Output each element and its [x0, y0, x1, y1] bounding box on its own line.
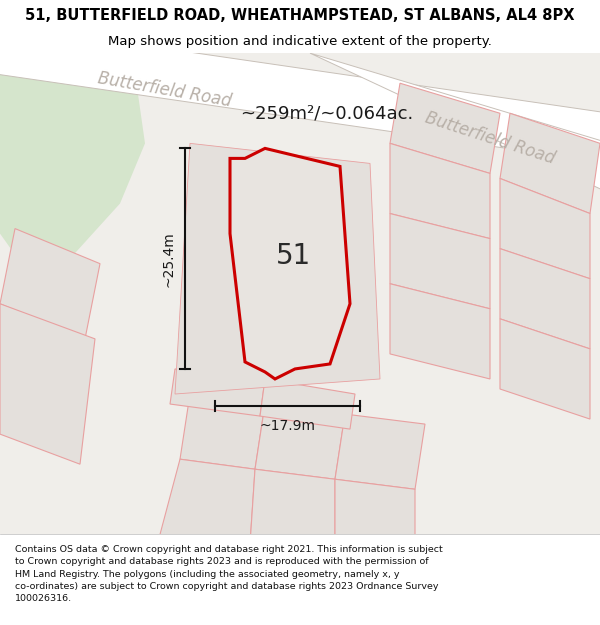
- Polygon shape: [335, 479, 415, 549]
- Polygon shape: [255, 404, 345, 479]
- Polygon shape: [390, 83, 500, 173]
- Polygon shape: [175, 143, 380, 394]
- Polygon shape: [390, 284, 490, 379]
- Polygon shape: [0, 229, 100, 339]
- Polygon shape: [180, 394, 265, 469]
- Polygon shape: [0, 23, 600, 163]
- Polygon shape: [500, 319, 590, 419]
- Polygon shape: [230, 148, 350, 379]
- Polygon shape: [310, 53, 600, 194]
- Text: 51, BUTTERFIELD ROAD, WHEATHAMPSTEAD, ST ALBANS, AL4 8PX: 51, BUTTERFIELD ROAD, WHEATHAMPSTEAD, ST…: [25, 8, 575, 23]
- Polygon shape: [0, 53, 145, 269]
- Text: 51: 51: [275, 242, 311, 269]
- Polygon shape: [250, 469, 335, 549]
- Polygon shape: [390, 214, 490, 309]
- Polygon shape: [260, 379, 355, 429]
- Polygon shape: [0, 304, 95, 464]
- Polygon shape: [335, 414, 425, 489]
- Text: ~25.4m: ~25.4m: [161, 231, 175, 286]
- Text: ~17.9m: ~17.9m: [260, 419, 316, 433]
- Text: Butterfield Road: Butterfield Road: [97, 69, 233, 111]
- Polygon shape: [160, 459, 255, 544]
- Polygon shape: [500, 113, 600, 214]
- Polygon shape: [390, 143, 490, 239]
- Text: Butterfield Road: Butterfield Road: [423, 109, 557, 168]
- Polygon shape: [500, 249, 590, 349]
- Text: Map shows position and indicative extent of the property.: Map shows position and indicative extent…: [108, 35, 492, 48]
- Text: ~259m²/~0.064ac.: ~259m²/~0.064ac.: [240, 104, 413, 122]
- Text: Contains OS data © Crown copyright and database right 2021. This information is : Contains OS data © Crown copyright and d…: [15, 545, 443, 603]
- Polygon shape: [170, 369, 265, 416]
- Polygon shape: [500, 179, 590, 279]
